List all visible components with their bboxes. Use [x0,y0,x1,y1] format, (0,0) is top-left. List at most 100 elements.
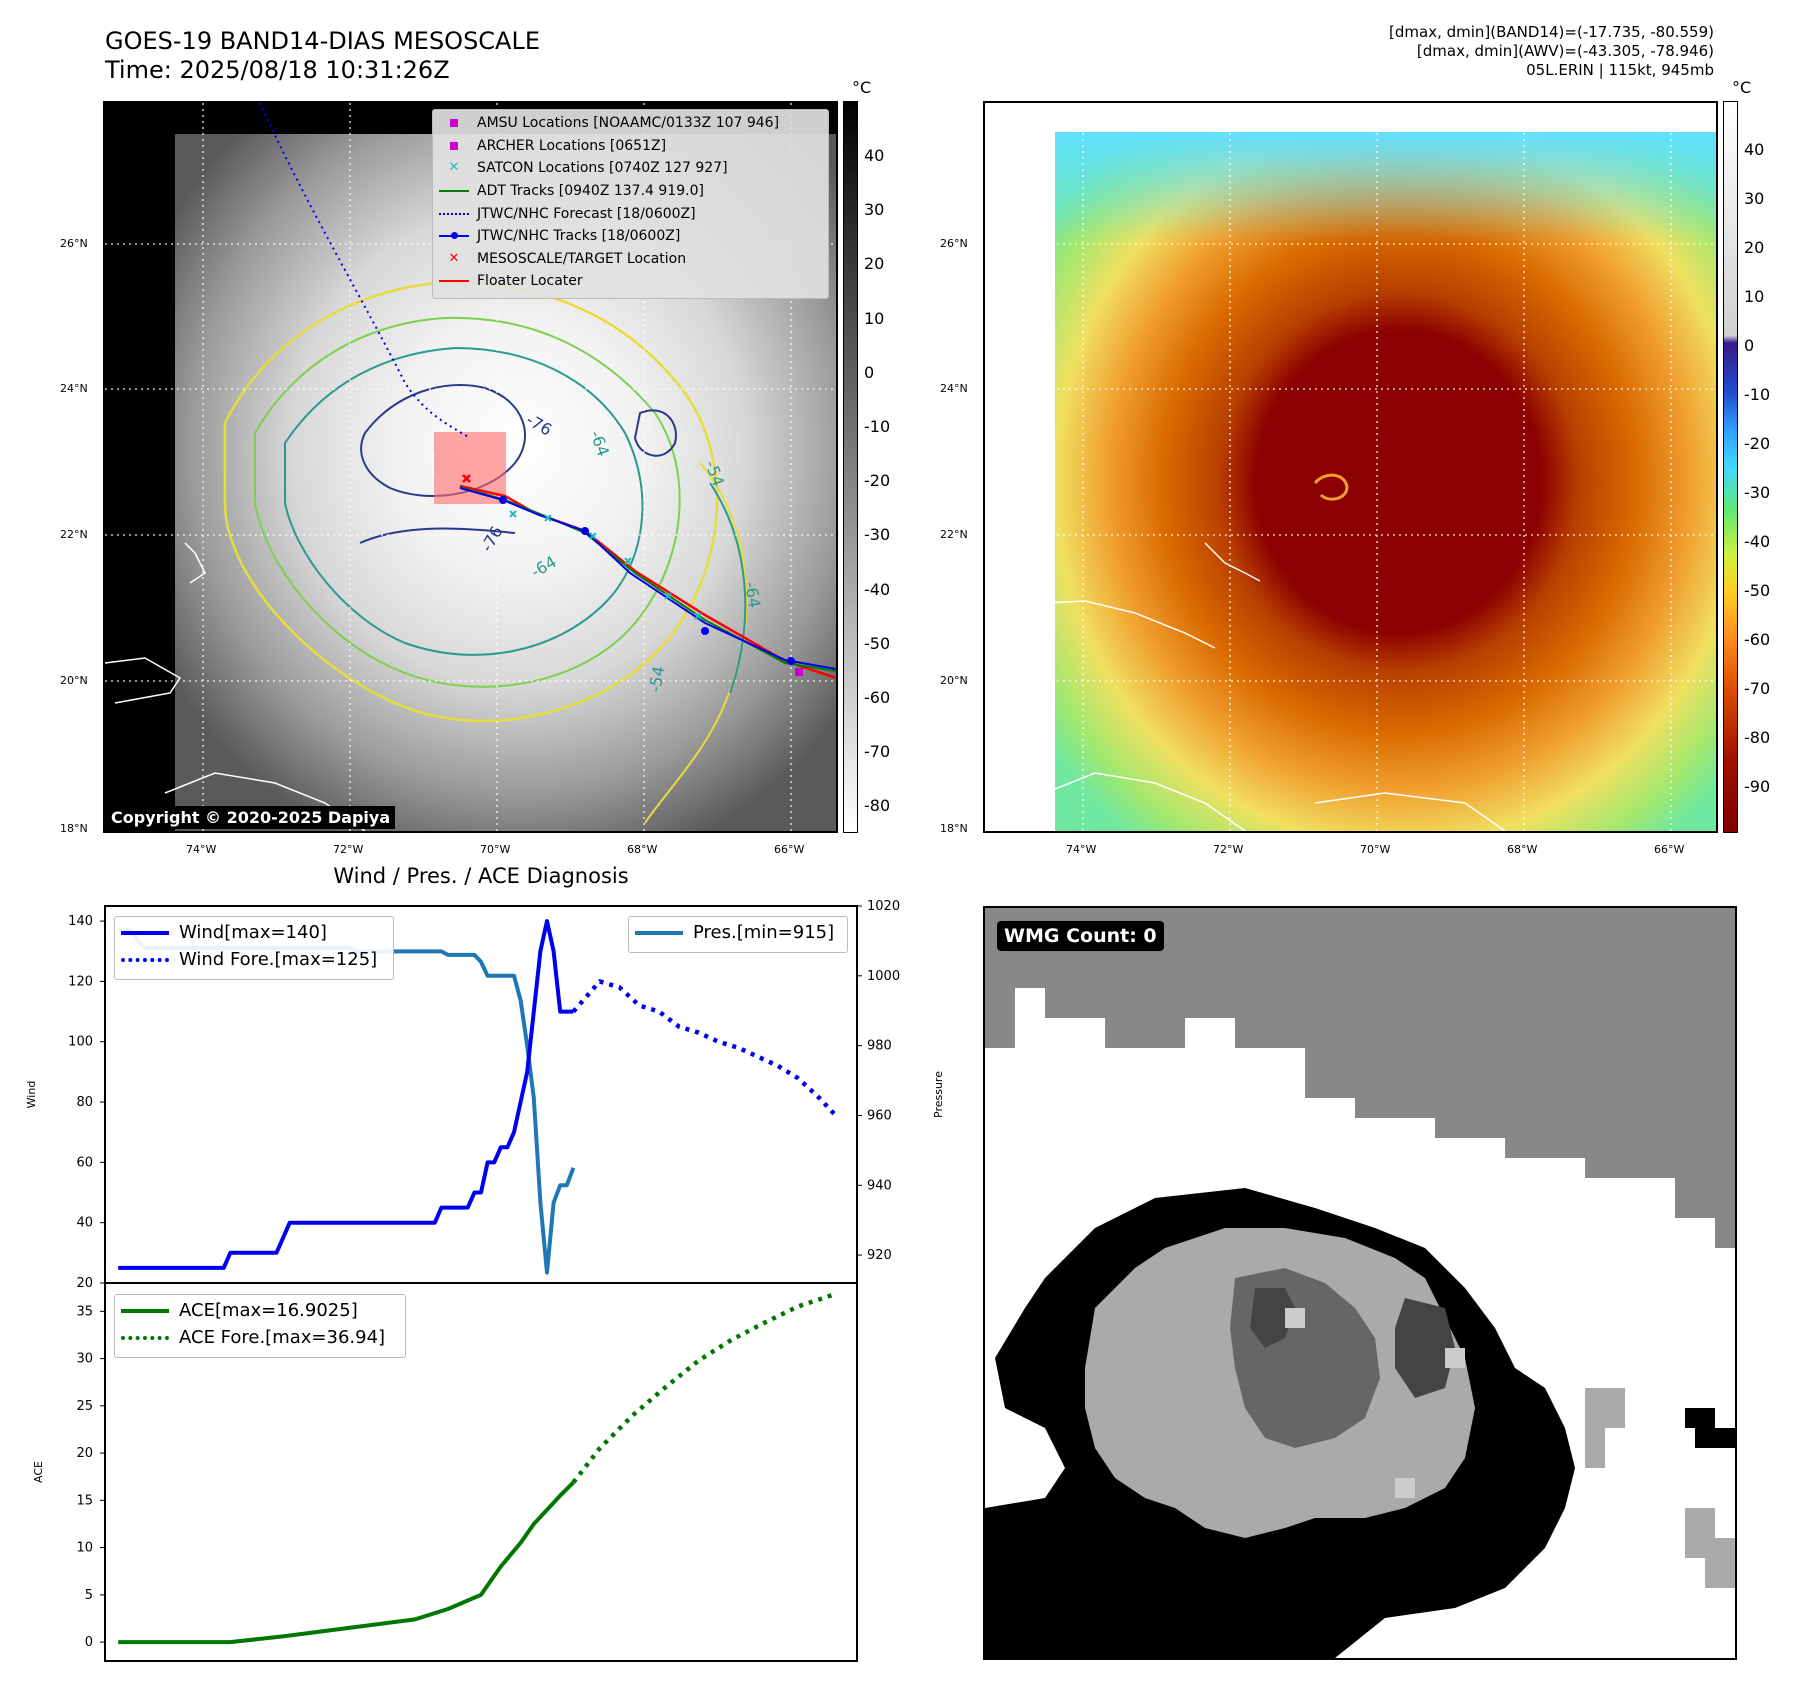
figure-title-line2: Time: 2025/08/18 10:31:26Z [105,56,450,84]
pressure-ytick-label: 920 [867,1248,892,1263]
lon-tick: 70°W [1360,843,1391,856]
lat-tick: 22°N [60,528,88,541]
pressure-ytick-label: 1000 [867,969,900,984]
dotted-line-icon [439,207,469,221]
ir-color-map [983,101,1718,833]
colorbar-tick-label: 20 [1744,238,1765,257]
line-icon [439,184,469,198]
colorbar-tick-label: -20 [864,471,891,491]
colorbar-tick-label: -50 [1744,581,1771,600]
colorbar-tick-label: -60 [864,688,891,707]
legend-entry-floater: Floater Locater [433,270,828,293]
pressure-axis-label: Pressure [932,1071,945,1118]
lon-tick: 72°W [1213,843,1244,856]
ace-ytick-label: 0 [85,1635,93,1650]
dotted-line-icon [121,1335,169,1340]
colorbar-tick-label: -90 [1744,777,1771,796]
colorbar-tick-label: -20 [1744,434,1771,453]
colorbar-tick-label: -50 [864,633,891,653]
pressure-ytick-label: 1020 [867,899,900,914]
wind-ytick-label: 20 [76,1276,93,1291]
wind-ytick-label: 120 [68,974,93,989]
lat-tick: 26°N [940,237,968,250]
lat-tick: 20°N [60,674,88,687]
colorbar-tick-label: 40 [864,146,885,165]
legend-entry-mesoscale: ✕ MESOSCALE/TARGET Location [433,248,828,271]
colorbar-tick-label: 20 [864,254,885,274]
colorbar-tick-label: -80 [1744,728,1771,747]
lat-tick: 18°N [940,822,968,835]
lat-tick: 24°N [940,382,968,395]
legend-entry-adt: ADT Tracks [0940Z 137.4 919.0] [433,180,828,203]
ace-ytick-label: 5 [85,1588,93,1603]
info-line3: 05L.ERIN | 115kt, 945mb [1526,61,1714,79]
ir-grayscale-map: -76 -64 -54 -76 -64 -54 -64 AMSU Locatio… [103,101,838,833]
legend-entry-wind: Wind[max=140] [115,919,393,946]
series-line [118,1480,575,1645]
pressure-ytick-label: 960 [867,1108,892,1123]
lon-tick: 74°W [186,843,217,856]
colorbar-tick-label: -10 [864,417,891,436]
x-marker-icon: ✕ [448,250,460,266]
square-marker-icon [439,139,469,153]
legend-entry-archer: ARCHER Locations [0651Z] [433,135,828,158]
colorbar-tick-label: 10 [864,308,885,328]
ace-legend: ACE[max=16.9025] ACE Fore.[max=36.94] [114,1294,406,1358]
wmg-pixel-map: WMG Count: 0 [983,906,1737,1660]
contour-label: -64 [741,580,764,609]
info-line1: [dmax, dmin](BAND14)=(-17.735, -80.559) [1389,23,1714,41]
ace-ytick-label: 30 [76,1352,93,1367]
gray-colorbar [843,101,858,833]
solid-line-icon [121,930,169,935]
legend-entry-forecast: JTWC/NHC Forecast [18/0600Z] [433,202,828,225]
wind-ytick-label: 40 [76,1216,93,1231]
x-marker-icon: ✕ [448,160,460,176]
ace-ytick-label: 10 [76,1541,93,1556]
pressure-legend: Pres.[min=915] [628,916,848,953]
wmg-count-label: WMG Count: 0 [997,921,1164,951]
copyright-label: Copyright © 2020-2025 Dapiya [106,806,396,829]
ace-axis-label: ACE [32,1461,45,1483]
colorbar-tick-label: 40 [1744,140,1765,159]
lon-tick: 74°W [1066,843,1097,856]
colorbar-tick-label: 30 [1744,189,1765,208]
color-colorbar-unit: °C [1732,78,1752,97]
pressure-ytick-label: 980 [867,1039,892,1054]
colorbar-tick-label: 30 [864,200,885,220]
lon-tick: 66°W [1654,843,1685,856]
legend-entry-amsu: AMSU Locations [NOAAMC/0133Z 107 946] [433,112,828,135]
lat-tick: 20°N [940,674,968,687]
colorbar-tick-label: 0 [1744,336,1755,355]
lon-tick: 68°W [627,843,658,856]
ace-ytick-label: 20 [76,1446,93,1461]
gray-colorbar-unit: °C [852,78,872,97]
colorbar-tick-label: -70 [1744,679,1771,698]
series-line [118,928,576,1275]
line-icon [439,274,469,288]
wind-legend: Wind[max=140] Wind Fore.[max=125] [114,916,394,980]
lon-tick: 68°W [1507,843,1538,856]
colorbar-tick-label: -70 [864,742,891,762]
wind-ytick-label: 80 [76,1095,93,1110]
legend-entry-satcon: ✕ SATCON Locations [0740Z 127 927] [433,157,828,180]
pressure-ytick-label: 940 [867,1178,892,1193]
lon-tick: 66°W [774,843,805,856]
colorbar-tick-label: -60 [1744,630,1771,649]
lon-tick: 70°W [480,843,511,856]
legend-entry-ace-forecast: ACE Fore.[max=36.94] [115,1324,405,1351]
wind-ytick-label: 100 [68,1035,93,1050]
colorbar-tick-label: -10 [1744,385,1771,404]
colorbar-tick-label: 10 [1744,287,1765,306]
dotted-line-icon [121,957,169,962]
colorbar-tick-label: -40 [864,579,891,599]
info-line2: [dmax, dmin](AWV)=(-43.305, -78.946) [1416,42,1714,60]
legend-entry-wind-forecast: Wind Fore.[max=125] [115,946,393,973]
wind-axis-label: Wind [25,1081,38,1109]
solid-line-icon [121,1308,169,1313]
lat-tick: 26°N [60,237,88,250]
line-dot-icon [439,229,469,243]
legend-entry-pressure: Pres.[min=915] [629,919,847,946]
color-colorbar [1723,101,1738,833]
lat-tick: 24°N [60,382,88,395]
series-line [571,1291,838,1484]
